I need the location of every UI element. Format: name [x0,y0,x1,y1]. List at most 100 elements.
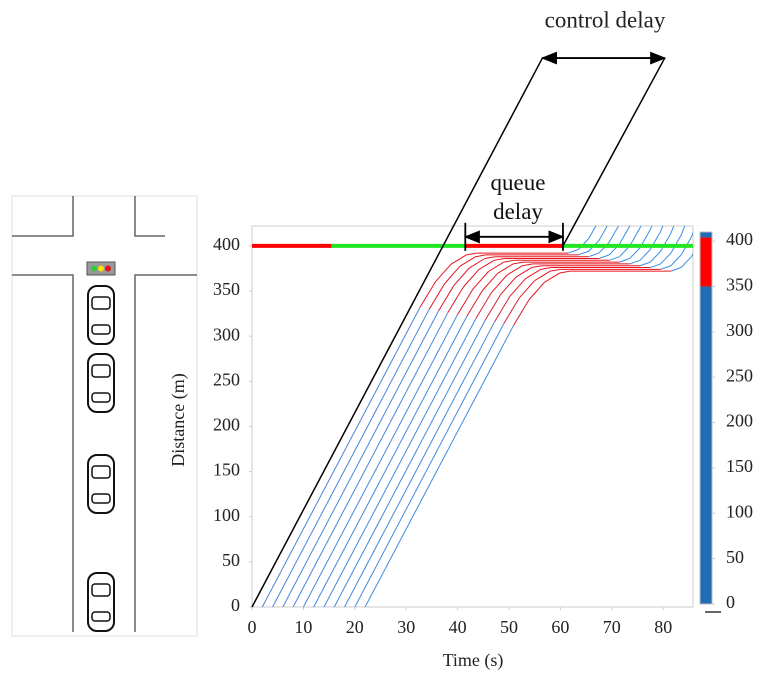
reference-line [562,57,666,247]
trajectory-segment [302,314,459,607]
trajectory-segment [428,283,446,310]
trajectory-segment [497,263,514,274]
trajectory-segment [313,316,468,607]
trajectory-segment [670,226,675,234]
annotation-label: queue delay [490,170,546,224]
intersection-illustration [11,195,198,637]
trajectory-segment [494,258,505,261]
trajectory-segment [578,250,589,256]
trajectory-segment [344,321,496,607]
trajectory-segment [462,269,480,288]
trajectory-segment [466,252,477,256]
y2-tick-label: 100 [726,501,753,521]
trajectory-segment [680,256,692,268]
y-tick-label: 150 [213,460,240,480]
trajectory-segment [522,263,533,267]
trajectory-segment [323,317,477,607]
road-bar-segment [700,286,712,604]
trajectory-segment [513,261,524,265]
trajectory-segment [453,267,470,286]
trajectory-segment [550,268,561,272]
x-tick-label: 40 [449,617,467,637]
y-tick-label: 0 [231,595,240,615]
y2-tick-label: 300 [726,320,753,340]
x-tick-label: 20 [346,617,364,637]
trajectory-segment [609,256,620,261]
trajectory-segment [639,261,651,267]
y2-tick-label: 0 [726,592,735,612]
x-tick-label: 0 [248,617,257,637]
trajectory-segment [660,232,672,252]
trajectory-segment [481,272,499,292]
reference-line [251,57,544,608]
trajectory-segment [629,247,641,259]
trajectory-segment [531,265,542,269]
trajectory-segment [660,226,664,232]
y-tick-label: 200 [213,415,240,435]
trajectory-segment [650,263,661,269]
trajectory-segment [500,276,517,295]
trajectory-segment [438,285,455,312]
y-tick-label: 250 [213,369,240,389]
trajectory-segment [649,250,661,263]
trajectory-segment [599,195,609,220]
y-axis-title: Distance (m) [168,373,189,466]
trajectory-segment [478,259,495,271]
trajectory-segment [598,254,610,259]
trajectory-segment [488,261,505,272]
x-tick-label: 10 [294,617,312,637]
trajectory-segment [333,319,486,607]
trajectory-segment [419,281,436,308]
trajectory-segment [544,272,561,283]
trajectory-segment [475,254,486,258]
trajectory-segment [503,297,520,324]
trajectory-segment [447,286,464,313]
trajectory-segment [528,282,545,301]
trajectory-segment [588,226,597,239]
trajectory-segment [620,199,630,224]
trajectory-segment [494,295,511,322]
x-tick-label: 70 [603,617,621,637]
y2-tick-label: 50 [726,547,744,567]
trajectory-segment [660,252,672,265]
trajectory-segment [598,226,608,241]
x-axis-title: Time (s) [443,650,504,671]
trajectory-segment [525,268,542,280]
y-tick-label: 100 [213,505,240,525]
trajectory-segment [469,258,486,269]
trajectory-segment [457,288,474,315]
y-tick-label: 50 [222,550,240,570]
trajectory-segment [629,226,631,227]
trajectory-segment [466,290,483,317]
trajectory-segment [282,310,440,607]
trajectory-segment [515,267,532,278]
trajectory-segment [639,226,642,228]
y2-tick-label: 350 [726,275,753,295]
x-tick-label: 80 [654,617,672,637]
road-bar-segment [700,232,712,238]
trajectory-segment [444,265,461,284]
trajectory-segment [509,278,526,297]
trajectory-segment [534,270,551,281]
trajectory-segment [364,325,515,607]
trajectory-segment [608,226,620,243]
trajectory-segment [619,226,631,245]
y2-tick-label: 400 [726,229,753,249]
trajectory-segment [354,323,505,607]
trajectory-segment [588,252,600,258]
trajectory-segment [540,267,552,270]
y-tick-label: 400 [213,234,240,254]
trajectories [261,195,693,607]
annotation-label: control delay [545,7,666,32]
y2-tick-label: 250 [726,365,753,385]
trajectory-segment [639,249,651,261]
trajectory-segment [660,265,672,270]
x-tick-label: 50 [500,617,518,637]
trajectory-segment [513,299,530,326]
trajectory-segment [484,294,502,321]
y-tick-label: 350 [213,279,240,299]
trajectory-segment [629,259,641,265]
trajectory-segment [503,259,515,263]
